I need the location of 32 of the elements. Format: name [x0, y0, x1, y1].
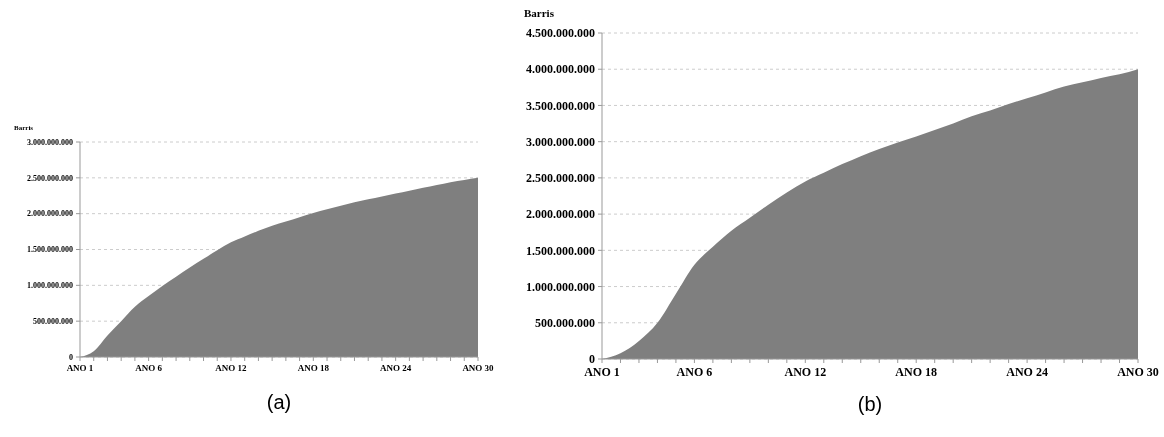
y-tick-label: 1.500.000.000	[526, 243, 595, 258]
y-tick-label: 3.000.000.000	[526, 134, 595, 149]
y-axis-title: Barris	[524, 7, 555, 19]
x-tick-label: ANO 12	[784, 365, 827, 379]
y-tick-label: 2.500.000.000	[526, 171, 595, 186]
y-tick-label: 4.500.000.000	[526, 26, 595, 41]
y-tick-label: 1.000.000.000	[526, 279, 595, 294]
y-tick-label: 1.000.000.000	[27, 281, 73, 291]
y-tick-label: 1.500.000.000	[27, 245, 73, 255]
text: (a)	[266, 391, 292, 413]
x-tick-label: ANO 1	[66, 363, 94, 373]
x-tick-label: ANO 6	[676, 365, 713, 379]
y-tick-label: 3.000.000.000	[27, 137, 73, 147]
text: (b)	[857, 393, 883, 415]
y-tick-label: 2.000.000.000	[27, 209, 73, 219]
y-tick-label: 2.500.000.000	[27, 173, 73, 183]
x-tick-label: ANO 18	[297, 363, 330, 373]
y-tick-label: 500.000.000	[535, 315, 595, 330]
y-tick-label: 4.000.000.000	[526, 62, 595, 77]
x-tick-label: ANO 30	[1117, 365, 1159, 379]
x-tick-label: ANO 18	[895, 365, 938, 379]
x-tick-label: ANO 24	[1006, 365, 1048, 379]
y-tick-label: 0	[589, 352, 595, 367]
y-tick-label: 0	[69, 352, 73, 362]
x-tick-label: ANO 24	[380, 363, 412, 373]
y-tick-label: 3.500.000.000	[526, 98, 595, 113]
x-tick-label: ANO 30	[462, 363, 495, 373]
x-tick-label: ANO 1	[584, 365, 620, 379]
x-tick-label: ANO 12	[215, 363, 248, 373]
x-tick-label: ANO 6	[135, 363, 163, 373]
y-tick-label: 2.000.000.000	[526, 207, 595, 222]
y-tick-label: 500.000.000	[33, 316, 73, 326]
